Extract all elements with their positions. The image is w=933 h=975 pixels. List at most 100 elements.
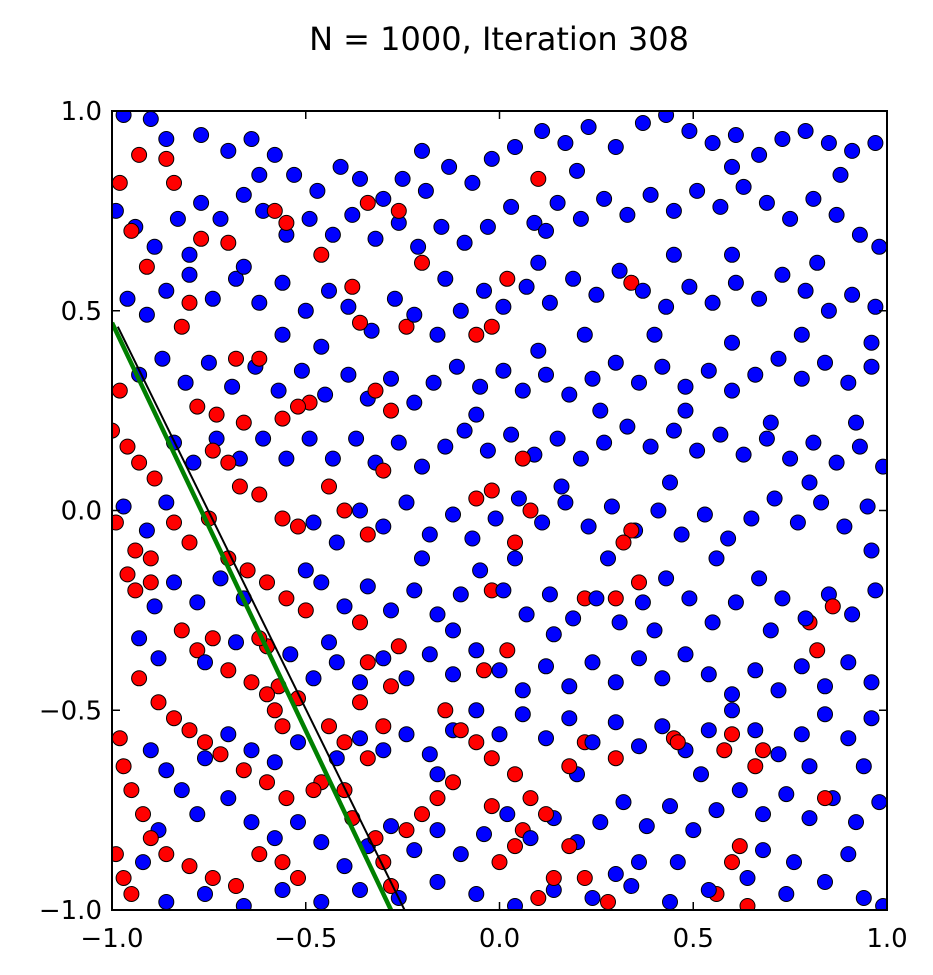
blue-point-183: [603, 498, 620, 515]
red-point-69: [204, 870, 221, 886]
blue-point-186: [673, 526, 690, 543]
red-point-90: [352, 314, 368, 331]
blue-point-236: [445, 666, 461, 683]
blue-point-311: [708, 802, 725, 819]
blue-point-193: [836, 518, 853, 535]
blue-point-80: [386, 290, 403, 307]
red-point-64: [123, 782, 140, 799]
blue-point-156: [642, 438, 659, 455]
blue-point-358: [762, 622, 779, 639]
y-tick-label-4: 1.0: [61, 97, 102, 127]
blue-point-9: [332, 158, 349, 175]
red-point-125: [607, 750, 624, 767]
red-point-92: [266, 202, 283, 219]
blue-point-271: [514, 706, 531, 723]
blue-point-382: [863, 542, 880, 559]
red-point-32: [166, 514, 182, 531]
red-point-40: [119, 566, 136, 583]
red-point-41: [127, 582, 144, 599]
blue-point-276: [631, 738, 647, 755]
blue-point-334: [739, 870, 756, 886]
blue-point-94: [704, 294, 721, 311]
red-point-14: [235, 414, 252, 431]
blue-point-20: [580, 119, 597, 135]
blue-point-68: [119, 290, 136, 307]
blue-point-201: [336, 598, 353, 615]
red-point-63: [115, 758, 132, 775]
blue-point-88: [565, 270, 582, 287]
blue-point-198: [212, 570, 229, 587]
blue-point-90: [611, 262, 628, 279]
blue-point-181: [557, 494, 574, 511]
blue-point-250: [770, 682, 787, 699]
red-point-162: [507, 838, 523, 855]
blue-point-284: [817, 706, 833, 723]
blue-point-47: [410, 238, 427, 255]
red-point-139: [724, 854, 740, 871]
red-point-37: [259, 574, 275, 591]
blue-point-231: [328, 654, 345, 671]
blue-point-279: [700, 722, 717, 739]
blue-point-7: [286, 166, 303, 183]
blue-point-365: [631, 854, 647, 871]
red-point-160: [445, 774, 461, 791]
blue-point-167: [115, 498, 132, 515]
red-point-36: [239, 562, 256, 579]
blue-point-113: [383, 370, 399, 387]
blue-point-322: [274, 882, 291, 898]
x-tick-label-0: −1.0: [80, 924, 143, 954]
red-point-23: [220, 454, 237, 471]
blue-point-215: [658, 570, 675, 587]
blue-point-154: [596, 434, 613, 451]
blue-point-375: [665, 246, 682, 263]
blue-point-146: [414, 458, 430, 475]
red-point-71: [251, 846, 268, 863]
blue-point-262: [290, 734, 306, 751]
blue-point-44: [344, 206, 361, 223]
blue-point-69: [138, 306, 155, 323]
blue-point-272: [538, 730, 554, 747]
blue-point-299: [429, 822, 446, 839]
hypothesis-line: [112, 321, 394, 910]
red-point-131: [623, 274, 640, 291]
blue-point-145: [390, 434, 407, 451]
blue-point-131: [793, 370, 810, 387]
blue-point-4: [220, 142, 237, 159]
blue-point-197: [189, 594, 206, 611]
red-point-46: [220, 662, 237, 679]
red-point-148: [266, 702, 283, 719]
blue-point-129: [747, 366, 764, 383]
blue-point-332: [662, 894, 678, 910]
blue-point-54: [572, 210, 589, 227]
blue-point-173: [375, 518, 392, 535]
blue-point-17: [507, 139, 523, 155]
blue-point-216: [681, 590, 698, 607]
blue-point-324: [352, 882, 368, 898]
red-point-110: [476, 662, 492, 679]
red-point-43: [173, 622, 190, 639]
blue-point-43: [324, 226, 341, 243]
blue-point-209: [518, 606, 535, 623]
red-point-116: [522, 790, 539, 807]
blue-point-123: [607, 354, 624, 371]
red-point-67: [158, 846, 175, 863]
blue-point-228: [228, 634, 244, 651]
blue-point-258: [197, 750, 213, 767]
blue-point-359: [646, 622, 663, 639]
blue-point-10: [352, 170, 368, 187]
blue-point-275: [607, 714, 624, 731]
blue-point-65: [828, 206, 845, 223]
red-point-31: [142, 550, 159, 567]
blue-point-217: [704, 614, 721, 631]
red-point-79: [359, 750, 376, 767]
blue-point-308: [638, 818, 655, 835]
red-point-121: [530, 890, 547, 906]
blue-point-0: [115, 111, 132, 123]
red-point-152: [352, 694, 368, 711]
blue-point-191: [789, 514, 806, 531]
blue-point-370: [569, 162, 585, 179]
blue-point-281: [747, 722, 764, 739]
red-point-135: [724, 726, 740, 743]
x-tick-label-1: −0.5: [274, 924, 337, 954]
